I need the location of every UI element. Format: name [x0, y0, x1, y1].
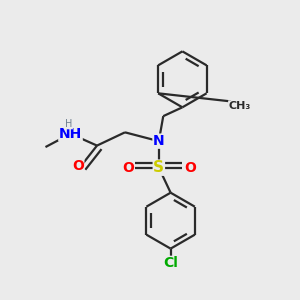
Text: CH₃: CH₃ [229, 101, 251, 111]
Text: N: N [153, 134, 165, 148]
Text: O: O [184, 161, 196, 175]
Text: O: O [122, 161, 134, 175]
Text: H: H [65, 119, 73, 129]
Text: NH: NH [59, 127, 82, 141]
Text: Cl: Cl [163, 256, 178, 270]
Text: S: S [153, 160, 164, 175]
Text: O: O [72, 159, 84, 173]
